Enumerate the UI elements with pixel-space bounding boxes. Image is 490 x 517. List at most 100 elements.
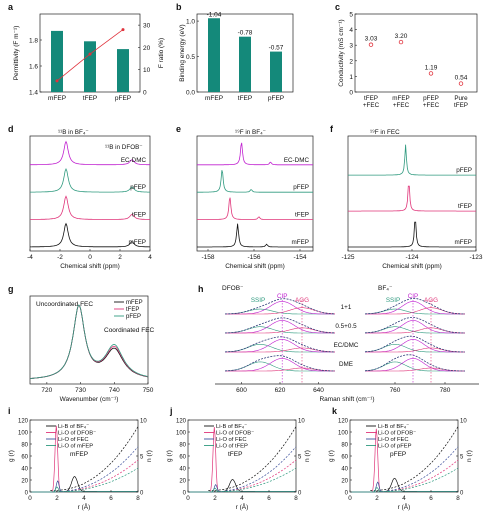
x-axis-label: r (Å) [78,502,91,511]
y-tick-label: 0 [183,490,187,496]
y-right-tick-label: 0 [140,490,144,496]
rdf-cumulative [370,426,459,491]
x-tick-label: -4 [27,254,33,261]
y-tick-label: 100 [18,430,29,436]
x-tick-label: -124 [405,254,418,261]
y-right-tick-label: 10 [460,418,467,424]
y-tick-label: 1 [349,74,353,81]
y-right-tick-label: 0 [460,490,464,496]
legend-label: Li-O of FEC [378,437,409,443]
y-right-tick-label: 10 [143,67,151,74]
legend-label: Li-O of tFEP [216,444,248,450]
series-label: EC/DMC [334,342,359,349]
annotation: ¹¹B in DFOB⁻ [105,144,143,151]
legend-label: Li-O of FEC [58,437,89,443]
panel-letter: d [8,124,14,134]
series-label: tFEP [295,212,309,219]
f-ratio-point [88,52,92,56]
annotation: Coordinated FEC [104,327,155,334]
legend-label: pFEP [126,314,141,320]
raman-envelope [364,335,465,353]
plot-frame-c [354,13,478,93]
series-label: mFEP [292,239,310,246]
annotation: Uncoordinated FEC [36,301,93,308]
nmr-trace-EC-DMC [30,140,150,166]
legend-label: Li-O of FEC [216,437,247,443]
x-tick-label-line: +FEC [363,102,380,109]
nmr-trace-mFEP [197,223,313,248]
x-tick-label: mFEP [48,95,66,102]
raman-envelope [225,298,335,315]
rdf-cumulative [208,426,297,491]
x-tick-label-line: mFEP [392,95,410,102]
x-tick-label: -158 [201,254,214,261]
component-label: AGG [424,297,438,304]
y-tick-label: 120 [18,418,29,424]
data-label: 1.19 [425,64,438,71]
x-tick-label: 8 [294,495,298,502]
y-right-tick-label: 20 [143,45,151,52]
rdf-cumulative [370,459,459,493]
panel-letter: k [332,406,338,416]
y-tick-label: 2 [349,58,353,65]
plot-frame-d [29,135,151,252]
y-right-axis-label: n (r) [304,450,311,462]
x-tick-label: 6 [429,495,433,502]
x-tick-label: 4 [82,495,86,502]
y-right-axis-label: F ratio (%) [158,38,165,68]
raman-envelope [225,317,336,334]
x-tick-label: pFEP [268,95,284,102]
y-tick-label: 20 [341,478,348,484]
rdf-cumulative [208,467,297,493]
f-ratio-point [55,79,59,83]
rdf-cumulative [50,426,139,491]
y-tick-label: 60 [179,454,186,460]
data-label: 3.03 [365,36,378,43]
x-axis-label: Raman shift (cm⁻¹) [319,396,374,403]
subtitle: BF₄⁻ [378,285,392,292]
x-tick-label: 760 [390,387,401,394]
component-label: CIP [408,293,419,300]
x-tick-label: 0 [88,254,92,261]
y-tick-label: 40 [341,466,348,472]
y-axis-label: g (r) [166,450,173,462]
component-label: SSIP [251,297,265,304]
data-label: -0.78 [238,30,253,37]
nmr-trace-pFEP [197,170,313,193]
x-axis-label: Chemical shift (ppm) [60,263,120,270]
x-tick-label: -154 [293,254,306,261]
y-tick-label: 40 [21,466,28,472]
x-tick-label: 6 [109,495,113,502]
series-label: mFEP [129,239,147,246]
y-axis-label: g (r) [328,450,335,462]
rdf-cumulative [208,446,297,493]
x-tick-label: 4 [240,495,244,502]
x-tick-label: 740 [109,387,120,394]
panel-title: mFEP [70,451,88,458]
y-right-tick-label: 5 [298,454,302,460]
x-tick-label: 780 [440,387,451,394]
y-tick-label: 80 [341,442,348,448]
x-axis-label: Wavenumber (cm⁻¹) [60,396,119,403]
plot-frame-f [347,135,477,252]
y-tick-label: 100 [338,430,349,436]
y-tick-label: 60 [341,454,348,460]
x-tick-label: 8 [136,495,140,502]
panel-letter: h [198,284,204,294]
panel-letter: j [169,406,173,416]
component-label: SSIP [386,297,400,304]
x-tick-label-line: +FEC [393,102,410,109]
series-label: DME [339,361,353,368]
y-tick-label: 20 [21,478,28,484]
series-label: pFEP [456,167,472,174]
annotation: ¹⁹F in FEC [370,129,400,136]
series-label: EC-DMC [284,157,310,164]
nmr-trace-pFEP [30,167,150,193]
rdf-cumulative [50,467,139,493]
x-tick-label: 0 [28,495,32,502]
rdf-cumulative [50,459,139,493]
data-label: 0.54 [455,75,468,82]
x-axis-label: r (Å) [236,502,249,511]
x-tick-label-line: tFEP [364,95,378,102]
